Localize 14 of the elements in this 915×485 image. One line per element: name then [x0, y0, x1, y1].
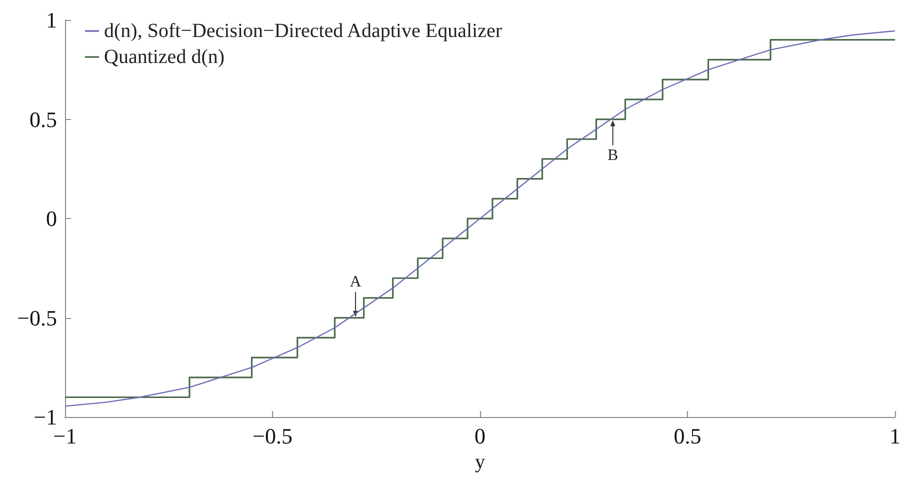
x-tick-label: 0	[474, 424, 486, 449]
y-tick-label: 1	[46, 8, 57, 32]
legend-label: Quantized d(n)	[104, 46, 225, 68]
x-tick-label: −0.5	[252, 424, 292, 449]
y-tick-label: 0.5	[30, 106, 57, 132]
x-tick-label: 1	[890, 424, 900, 449]
y-tick-label: 0	[46, 206, 57, 232]
legend-label: d(n), Soft−Decision−Directed Adaptive Equalizer	[104, 20, 502, 42]
x-axis-title: y	[475, 451, 485, 473]
x-tick-label: 0.5	[674, 424, 702, 449]
y-tick-label: −0.5	[17, 305, 57, 330]
annotation: B	[607, 146, 618, 164]
annotation: A	[350, 273, 362, 290]
y-tick-label: −1	[34, 404, 57, 430]
